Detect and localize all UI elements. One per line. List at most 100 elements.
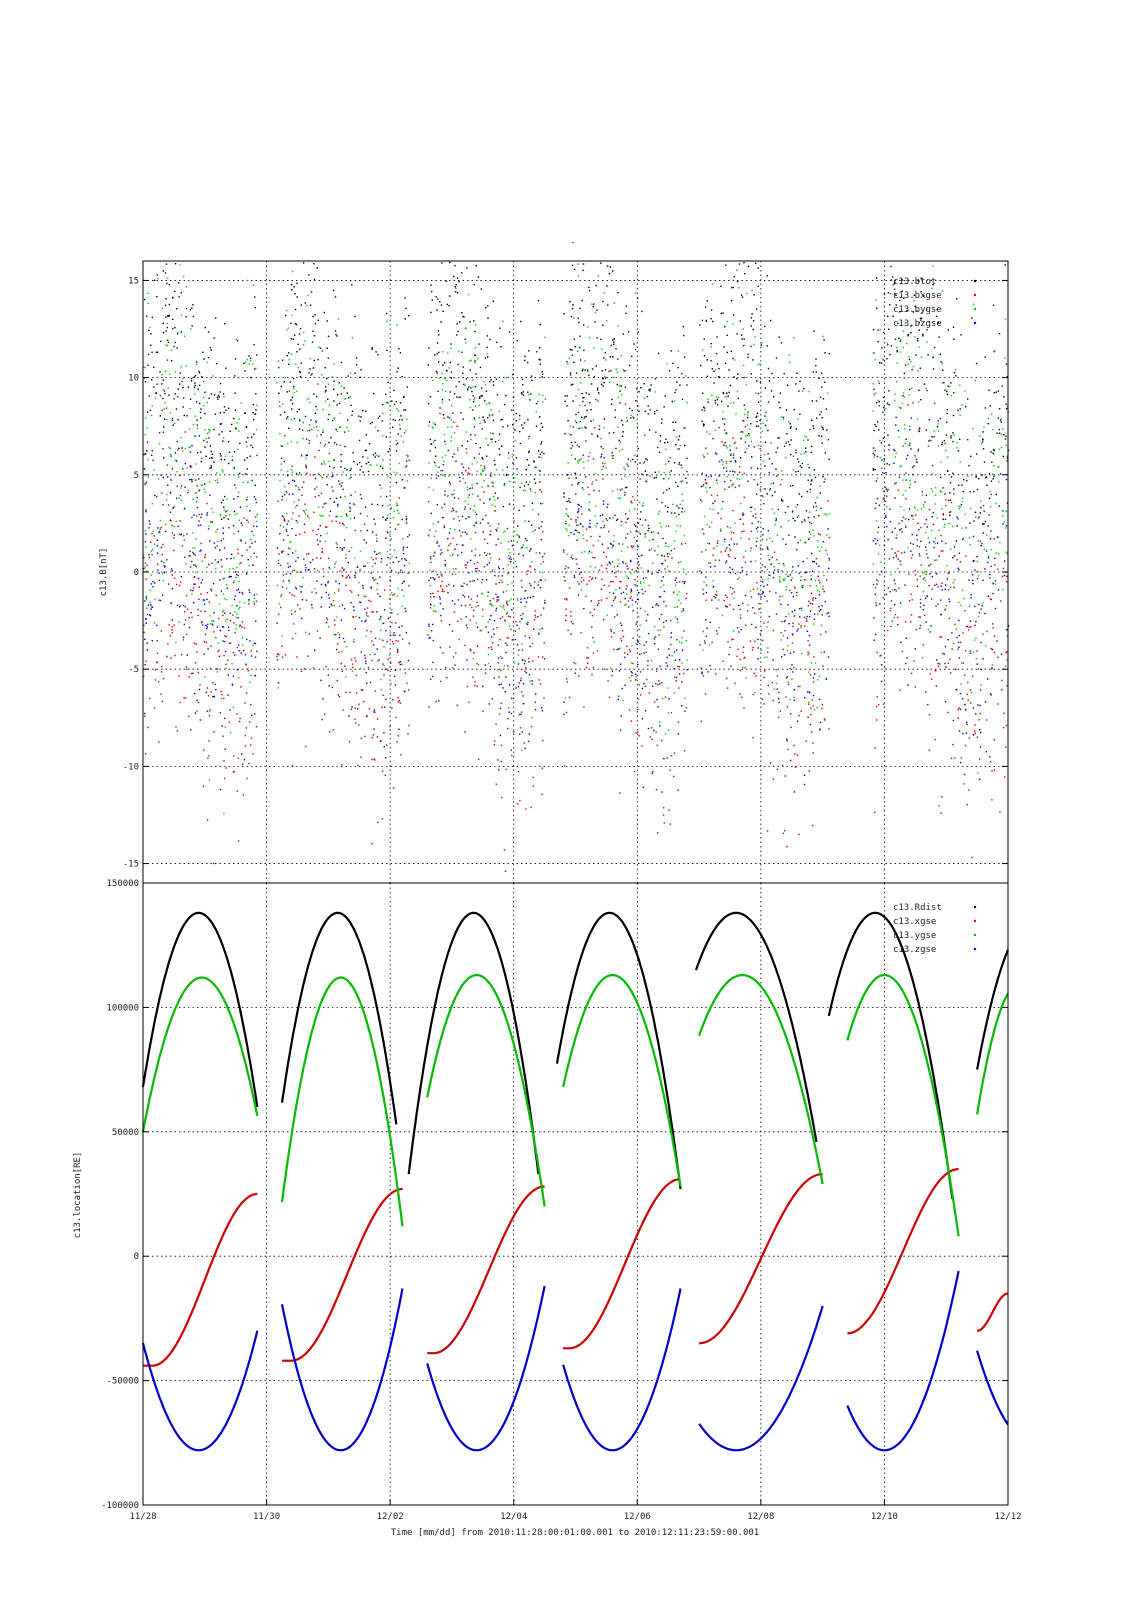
data-point [603, 292, 606, 294]
data-point [567, 515, 570, 517]
data-point [989, 405, 991, 407]
data-point [763, 703, 765, 705]
data-point [751, 289, 753, 292]
data-point [507, 583, 509, 586]
data-point [877, 329, 879, 331]
data-point [202, 785, 205, 787]
data-point [638, 531, 640, 533]
data-point [253, 496, 256, 498]
data-point [747, 604, 749, 606]
data-point [445, 443, 447, 445]
data-point [520, 580, 523, 582]
data-point [509, 480, 511, 483]
data-point [222, 532, 224, 534]
data-point [814, 502, 817, 504]
data-point [157, 680, 160, 683]
data-point [763, 487, 765, 490]
data-point [654, 410, 656, 413]
data-point [967, 475, 969, 477]
data-point [514, 439, 516, 442]
data-point [718, 376, 720, 378]
data-point [175, 460, 178, 462]
data-point [408, 724, 410, 727]
data-point [727, 554, 729, 556]
data-point [149, 523, 151, 525]
data-point [910, 557, 913, 559]
data-point [912, 365, 915, 368]
data-point [217, 398, 219, 400]
data-point [948, 522, 950, 525]
data-point [974, 724, 976, 726]
data-point [380, 629, 382, 632]
data-point [951, 648, 953, 650]
data-point [328, 404, 331, 406]
data-point [769, 319, 772, 322]
data-point [236, 605, 238, 607]
data-point [244, 702, 246, 704]
data-point [636, 455, 638, 457]
data-point [797, 470, 799, 472]
data-point [585, 595, 587, 598]
data-point [326, 532, 328, 535]
data-point [809, 537, 811, 539]
data-point [644, 533, 646, 536]
data-point [171, 574, 173, 576]
data-point [744, 561, 747, 564]
data-point [516, 803, 519, 805]
data-point [181, 446, 183, 448]
data-point [246, 505, 248, 507]
data-point [476, 578, 479, 581]
data-point [230, 557, 232, 560]
data-point [787, 645, 789, 647]
data-point [248, 762, 250, 765]
data-point [215, 689, 217, 691]
data-point [456, 396, 458, 398]
data-point [894, 281, 896, 284]
data-point [631, 502, 633, 504]
data-point [618, 695, 620, 697]
data-point [886, 495, 888, 497]
data-point [941, 443, 943, 446]
data-point [244, 370, 246, 372]
data-point [177, 449, 179, 451]
data-point [752, 736, 754, 739]
data-point [602, 465, 604, 468]
data-point [144, 638, 146, 640]
data-point [328, 685, 330, 687]
data-point [902, 494, 904, 496]
data-point [206, 566, 208, 569]
data-point [612, 581, 614, 583]
data-point [483, 469, 485, 472]
data-point [937, 665, 940, 667]
data-point [434, 446, 437, 449]
data-point [365, 635, 367, 638]
data-point [724, 325, 726, 328]
data-point [788, 613, 790, 615]
data-point [818, 377, 820, 380]
data-point [441, 456, 444, 459]
data-point [196, 427, 199, 429]
data-point [745, 383, 748, 386]
data-point [344, 539, 346, 541]
data-point [497, 644, 500, 646]
data-point [490, 646, 492, 648]
data-point [990, 598, 992, 601]
data-point [328, 515, 331, 517]
data-point [227, 659, 229, 661]
data-point [908, 358, 911, 361]
data-point [743, 530, 745, 532]
data-point [360, 689, 363, 691]
data-point [213, 461, 215, 463]
data-point [392, 643, 395, 645]
data-point [303, 481, 305, 483]
data-point [438, 377, 441, 379]
data-point [336, 404, 338, 406]
data-point [570, 611, 572, 613]
data-point [183, 535, 185, 537]
data-point [232, 581, 235, 584]
data-point [873, 617, 875, 619]
data-point [149, 409, 152, 412]
data-point [179, 701, 181, 704]
data-point [931, 490, 934, 492]
data-point [241, 626, 243, 628]
